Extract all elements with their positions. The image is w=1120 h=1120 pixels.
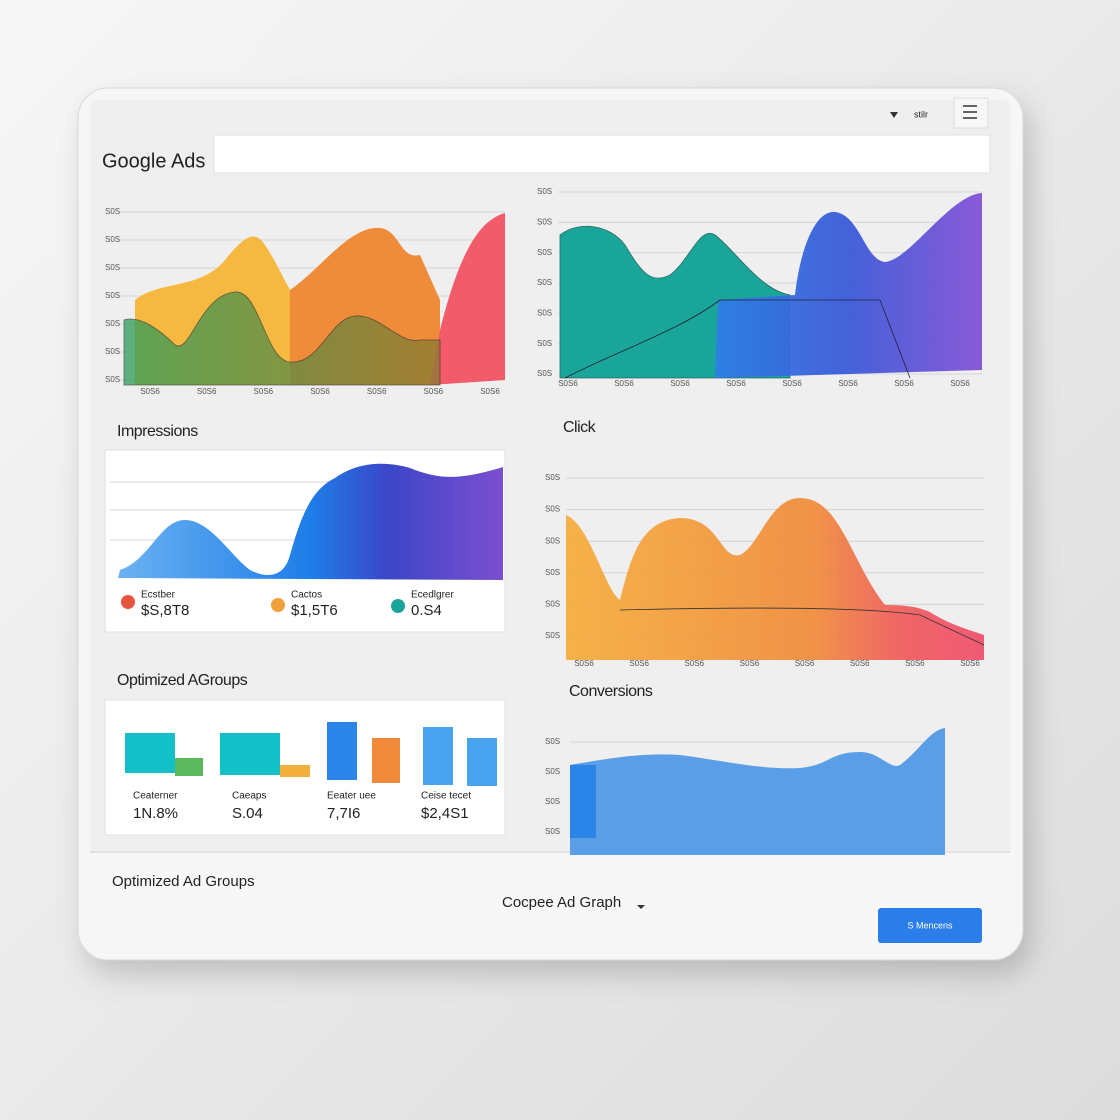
x-tick-label: S0S6 xyxy=(960,659,980,668)
y-tick-label: S0S xyxy=(537,339,552,348)
panel-title: Click xyxy=(563,419,597,436)
x-tick-label: S0S6 xyxy=(254,387,274,396)
y-tick-label: S0S xyxy=(545,631,560,640)
y-tick-label: S0S xyxy=(545,473,560,482)
footer xyxy=(90,853,1010,940)
groups-stats: Ceaterner 1N.8% Caeaps S.04 Eeater uee 7,7I6 C… xyxy=(133,791,471,822)
x-tick-label: S0S6 xyxy=(614,379,634,388)
y-tick-label: S0S xyxy=(537,278,552,287)
x-tick-label: S0S6 xyxy=(905,659,925,668)
y-tick-label: S0S xyxy=(105,263,120,272)
x-tick-label: S0S6 xyxy=(782,379,802,388)
panel-title: Conversions xyxy=(569,683,653,700)
x-tick-label: S0S6 xyxy=(424,387,444,396)
x-tick-label: S0S6 xyxy=(558,379,578,388)
y-tick-label: S0S xyxy=(105,319,120,328)
panel-title: Optimized AGroups xyxy=(117,672,248,689)
stat-label: Ecedlgrer xyxy=(411,590,454,601)
x-tick-label: S0S6 xyxy=(574,659,594,668)
x-tick-label: S0S6 xyxy=(740,659,760,668)
x-tick-label: S0S6 xyxy=(480,387,500,396)
stat-label: Caeaps xyxy=(232,791,266,802)
y-tick-label: S0S xyxy=(545,505,560,514)
button-label[interactable]: S Mencens xyxy=(907,920,953,930)
top-left-chart xyxy=(123,213,505,386)
x-tick-label: S0S6 xyxy=(950,379,970,388)
x-tick-label: S0S6 xyxy=(850,659,870,668)
stat-label: Ecstber xyxy=(141,590,176,601)
impressions-area xyxy=(118,463,503,580)
y-tick-label: S0S xyxy=(545,767,560,776)
stat-value: $2,4S1 xyxy=(421,805,469,822)
y-tick-label: S0S xyxy=(105,235,120,244)
y-tick-label: S0S xyxy=(537,248,552,257)
logo[interactable]: Google Ads xyxy=(102,150,205,172)
panel-title: Impressions xyxy=(117,423,198,440)
y-tick-label: S0S xyxy=(105,347,120,356)
x-tick-label: S0S6 xyxy=(197,387,217,396)
top-right-chart xyxy=(559,193,982,379)
search-bar[interactable] xyxy=(213,134,991,174)
x-tick-label: S0S6 xyxy=(726,379,746,388)
group-bars xyxy=(125,722,497,786)
stat-value: $S,8T8 xyxy=(141,602,189,619)
action-button[interactable] xyxy=(878,908,982,943)
x-tick-label: S0S6 xyxy=(367,387,387,396)
y-tick-label: S0S xyxy=(545,737,560,746)
y-tick-label: S0S xyxy=(537,308,552,317)
y-tick-label: S0S xyxy=(545,568,560,577)
x-tick-label: S0S6 xyxy=(684,659,704,668)
x-tick-label: S0S6 xyxy=(894,379,914,388)
y-tick-label: S0S xyxy=(545,797,560,806)
stat-value: $1,5T6 xyxy=(291,602,338,619)
footer-dropdown[interactable]: Cocpee Ad Graph xyxy=(502,894,621,911)
account-menu[interactable]: stilr xyxy=(914,109,928,119)
dropdown-arrow xyxy=(890,112,898,118)
y-tick-label: S0S xyxy=(105,291,120,300)
stat-value: 7,7I6 xyxy=(327,805,360,822)
stat-value: 1N.8% xyxy=(133,805,178,822)
x-tick-label: S0S6 xyxy=(838,379,858,388)
stat-label: Ceaterner xyxy=(133,791,178,802)
x-tick-label: S0S6 xyxy=(629,659,649,668)
y-tick-label: S0S xyxy=(105,375,120,384)
stat-label: Ceise tecet xyxy=(421,791,471,802)
y-tick-label: S0S xyxy=(545,600,560,609)
stat-label: Cactos xyxy=(291,590,322,601)
y-tick-label: S0S xyxy=(105,207,120,216)
x-tick-label: S0S6 xyxy=(670,379,690,388)
y-tick-label: S0S xyxy=(537,369,552,378)
stat-value: S.04 xyxy=(232,805,263,822)
stat-value: 0.S4 xyxy=(411,602,442,619)
hamburger[interactable] xyxy=(953,97,989,129)
dropdown-arrow xyxy=(637,905,645,909)
x-tick-label: S0S6 xyxy=(310,387,330,396)
click-chart xyxy=(566,498,985,660)
footer-label: Optimized Ad Groups xyxy=(112,873,255,890)
y-tick-label: S0S xyxy=(545,536,560,545)
stat-label: Eeater uee xyxy=(327,791,376,802)
y-tick-label: S0S xyxy=(537,217,552,226)
x-tick-label: S0S6 xyxy=(795,659,815,668)
y-tick-label: S0S xyxy=(545,827,560,836)
x-tick-label: S0S6 xyxy=(140,387,160,396)
y-tick-label: S0S xyxy=(537,187,552,196)
conversions-chart xyxy=(570,728,945,855)
